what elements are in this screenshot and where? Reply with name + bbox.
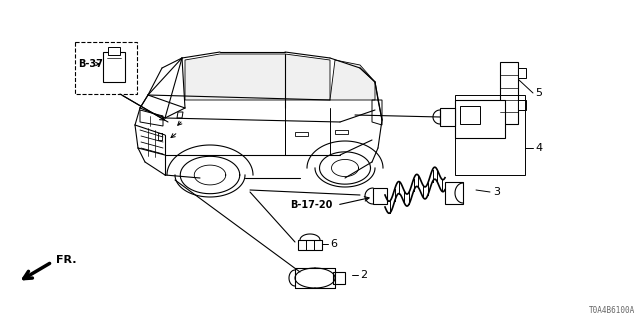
Bar (500, 62, 518, 124)
Bar (455, 100, 505, 138)
Bar (440, 108, 455, 126)
Bar (518, 100, 526, 110)
Text: 2: 2 (360, 270, 367, 280)
Text: B-37: B-37 (78, 59, 103, 69)
Bar (75, 42, 137, 94)
Bar (333, 272, 345, 284)
Bar (373, 188, 387, 204)
Bar (460, 106, 480, 124)
Bar (445, 182, 463, 204)
Bar (108, 47, 120, 55)
Bar (518, 68, 526, 78)
Polygon shape (330, 60, 375, 100)
Polygon shape (185, 54, 330, 100)
Text: FR.: FR. (56, 255, 77, 265)
Bar (103, 52, 125, 82)
Text: 3: 3 (493, 187, 500, 197)
Text: T0A4B6100A: T0A4B6100A (589, 306, 635, 315)
Text: 5: 5 (535, 88, 542, 98)
Text: B-17-20: B-17-20 (290, 200, 332, 210)
Text: 6: 6 (330, 239, 337, 249)
Text: 4: 4 (535, 143, 542, 153)
Bar (298, 240, 322, 250)
Bar (455, 95, 525, 175)
